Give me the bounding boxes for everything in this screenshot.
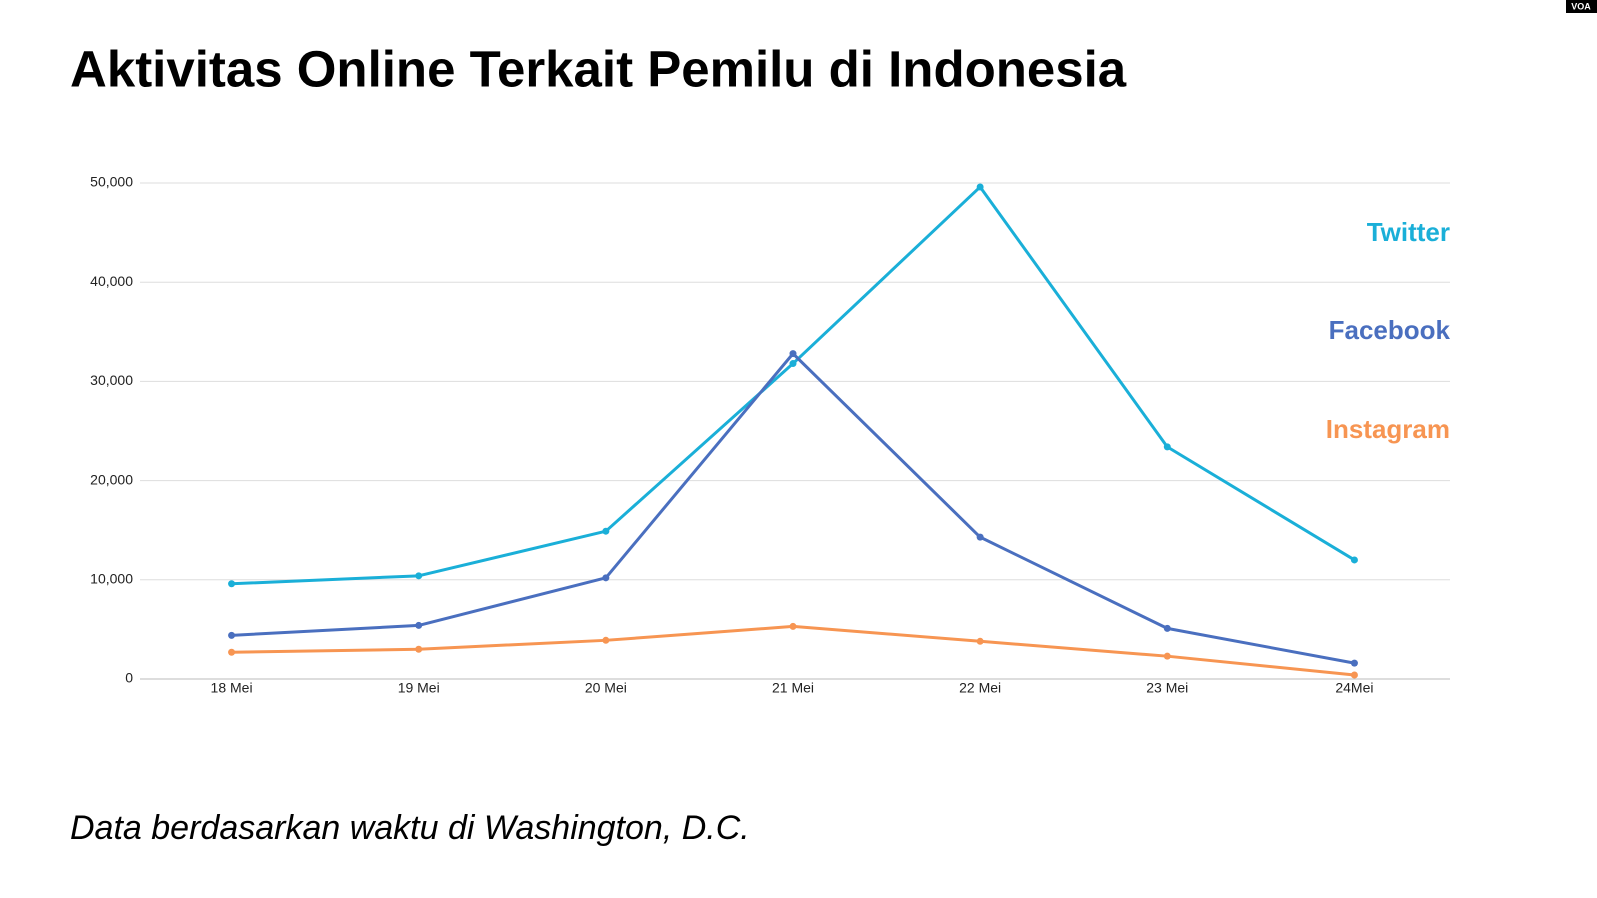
point [976, 637, 984, 645]
x-tick-label: 18 Mei [211, 680, 253, 696]
point [228, 648, 236, 656]
point [415, 621, 423, 629]
point [976, 533, 984, 541]
legend-label: Twitter [1367, 217, 1450, 247]
point [789, 350, 797, 358]
legend-label: Instagram [1326, 414, 1450, 444]
series-line [231, 185, 1356, 586]
point [415, 572, 423, 580]
point [602, 636, 610, 644]
y-tick-label: 10,000 [90, 571, 133, 587]
note: Data berdasarkan waktu di Washington, D.… [70, 809, 750, 847]
point [602, 574, 610, 582]
chart-title: Aktivitas Online Terkait Pemilu di Indon… [70, 40, 1127, 97]
point [1163, 624, 1171, 632]
point [1350, 556, 1358, 564]
x-tick-label: 22 Mei [959, 680, 1001, 696]
y-tick-label: 30,000 [90, 372, 133, 388]
x-tick-label: 20 Mei [585, 680, 627, 696]
point [1350, 659, 1358, 667]
point [1350, 671, 1358, 679]
point [415, 645, 423, 653]
x-tick-label: 21 Mei [772, 680, 814, 696]
point [228, 631, 236, 639]
legend-label: Facebook [1329, 315, 1451, 345]
series-line [231, 352, 1355, 665]
logo: VOA [1571, 1, 1591, 11]
point [1163, 652, 1171, 660]
x-tick-label: 23 Mei [1146, 680, 1188, 696]
series-line [231, 624, 1355, 677]
point [789, 622, 797, 630]
logo-box [1566, 0, 1597, 13]
point [976, 183, 984, 191]
point [602, 527, 610, 535]
point [228, 580, 236, 588]
y-tick-label: 40,000 [90, 273, 133, 289]
x-tick-label: 24Mei [1335, 680, 1373, 696]
y-tick-label: 20,000 [90, 471, 133, 487]
point [789, 360, 797, 368]
point [1163, 443, 1171, 451]
y-tick-label: 0 [125, 670, 133, 686]
x-tick-label: 19 Mei [398, 680, 440, 696]
y-tick-label: 50,000 [90, 174, 133, 190]
